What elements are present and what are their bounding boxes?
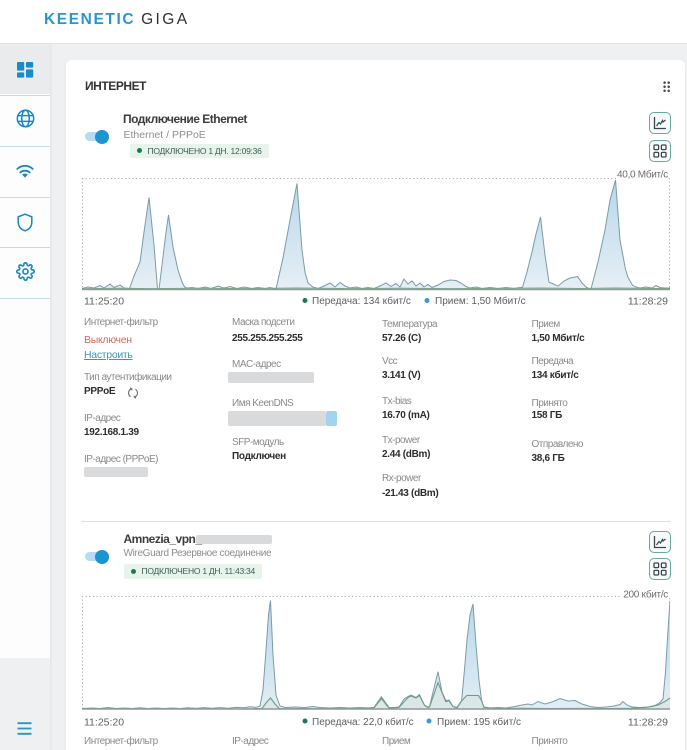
svg-text:11:28:29: 11:28:29 (628, 717, 668, 729)
svg-text:11:25:20: 11:25:20 (84, 296, 124, 308)
svg-text:Передача: 22,0 кбит/с: Передача: 22,0 кбит/с (312, 716, 414, 728)
svg-text:11:25:20: 11:25:20 (84, 717, 124, 729)
svg-text:40,0 Мбит/с: 40,0 Мбит/с (617, 169, 668, 181)
svg-text:Прием: 1,50 Мбит/с: Прием: 1,50 Мбит/с (435, 295, 526, 307)
svg-text:200 кбит/с: 200 кбит/с (623, 589, 668, 601)
svg-text:Прием: 195 кбит/с: Прием: 195 кбит/с (437, 716, 521, 728)
svg-text:11:28:29: 11:28:29 (628, 296, 668, 308)
svg-text:Передача: 134 кбит/с: Передача: 134 кбит/с (312, 295, 411, 307)
